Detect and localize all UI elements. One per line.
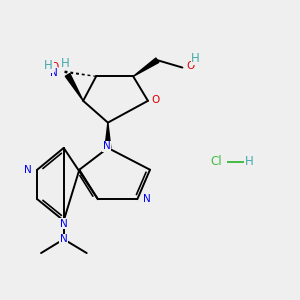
Text: H: H xyxy=(61,57,70,70)
Text: N: N xyxy=(24,165,32,175)
Text: N: N xyxy=(50,68,57,78)
Polygon shape xyxy=(133,58,159,76)
Text: O: O xyxy=(152,95,160,105)
Text: N: N xyxy=(60,219,68,229)
Text: H: H xyxy=(44,59,53,72)
Text: O: O xyxy=(186,61,194,71)
Text: H: H xyxy=(245,155,254,168)
Polygon shape xyxy=(105,123,111,148)
Text: Cl: Cl xyxy=(210,155,222,168)
Text: N: N xyxy=(60,234,68,244)
Text: O: O xyxy=(50,62,59,72)
Text: N: N xyxy=(142,194,150,204)
Text: N: N xyxy=(103,142,110,152)
Text: H: H xyxy=(191,52,200,64)
Polygon shape xyxy=(65,74,83,101)
Text: H: H xyxy=(43,62,51,76)
